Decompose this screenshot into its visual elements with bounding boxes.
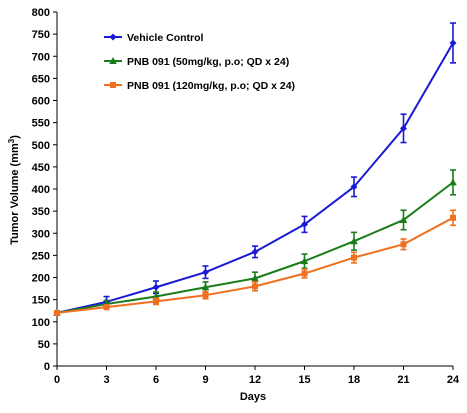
data-point <box>449 39 457 47</box>
data-point <box>450 214 456 221</box>
y-tick-label: 0 <box>44 361 50 373</box>
data-point <box>351 254 357 261</box>
data-point <box>251 248 259 256</box>
y-tick-label: 100 <box>32 317 50 329</box>
data-point <box>301 270 308 277</box>
data-point <box>301 220 308 228</box>
data-point <box>350 183 358 191</box>
y-tick-label: 500 <box>32 140 50 152</box>
y-tick-label: 150 <box>32 295 50 307</box>
series-layer <box>53 22 457 317</box>
legend-item-0: Vehicle Control <box>104 32 204 44</box>
y-tick-label: 750 <box>32 29 50 41</box>
legend-label: PNB 091 (120mg/kg, p.o; QD x 24) <box>127 80 295 92</box>
x-tick-label: 6 <box>153 374 159 386</box>
y-tick-label: 50 <box>38 339 50 351</box>
data-point <box>152 283 160 291</box>
y-tick-label: 650 <box>32 73 50 85</box>
data-point <box>399 215 408 223</box>
data-point <box>103 304 110 311</box>
data-point <box>400 124 407 132</box>
legend-item-1: PNB 091 (50mg/kg, p.o; QD x 24) <box>104 56 289 68</box>
x-tick-label: 24 <box>447 374 460 386</box>
data-point <box>400 241 407 248</box>
y-tick-label: 250 <box>32 250 50 262</box>
y-tick-label: 600 <box>32 96 50 108</box>
y-tick-label: 300 <box>32 228 50 240</box>
x-tick-label: 15 <box>298 374 310 386</box>
legend-item-2: PNB 091 (120mg/kg, p.o; QD x 24) <box>104 80 295 92</box>
y-tick-label: 450 <box>32 162 50 174</box>
y-axis-label: Tumor Volume (mm3) <box>7 135 22 245</box>
data-point <box>449 178 457 186</box>
data-point <box>202 268 209 276</box>
legend-marker <box>110 82 116 88</box>
legend-marker <box>109 57 117 64</box>
data-point <box>251 274 259 282</box>
x-tick-label: 3 <box>103 374 109 386</box>
legend-label: Vehicle Control <box>127 32 204 44</box>
series-1 <box>53 169 457 316</box>
x-axis-ticks: 0 3 6 9 12 15 18 21 24 <box>54 366 460 386</box>
legend-label: PNB 091 (50mg/kg, p.o; QD x 24) <box>127 56 289 68</box>
y-tick-label: 200 <box>32 273 50 285</box>
x-tick-label: 12 <box>249 374 261 386</box>
y-tick-label: 550 <box>32 118 50 130</box>
y-tick-label: 350 <box>32 206 50 218</box>
legend-marker <box>109 33 117 41</box>
x-axis-label: Days <box>240 391 266 403</box>
x-tick-label: 9 <box>202 374 208 386</box>
x-tick-label: 18 <box>348 374 360 386</box>
y-axis-ticks: 0 50 100 150 200 250 300 350 400 450 500 550 600 650 7… <box>32 7 57 373</box>
data-point <box>201 283 210 291</box>
series-2 <box>54 209 456 316</box>
x-tick-label: 21 <box>397 374 409 386</box>
data-point <box>350 237 358 245</box>
x-tick-label: 0 <box>54 374 60 386</box>
data-point <box>153 298 159 305</box>
y-tick-label: 700 <box>32 51 50 63</box>
data-point <box>202 292 209 299</box>
data-point <box>300 257 309 265</box>
y-tick-label: 800 <box>32 7 50 19</box>
data-point <box>252 283 258 290</box>
legend: Vehicle Control PNB 091 (50mg/kg, p.o; QD… <box>104 32 295 92</box>
data-point <box>54 309 60 316</box>
y-tick-label: 400 <box>32 184 50 196</box>
